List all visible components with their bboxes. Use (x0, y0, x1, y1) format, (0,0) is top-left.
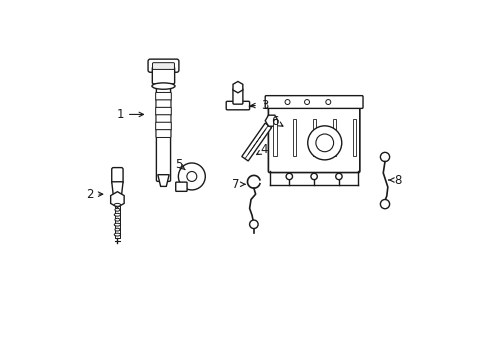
FancyBboxPatch shape (156, 107, 171, 115)
Circle shape (326, 100, 331, 104)
FancyBboxPatch shape (148, 59, 179, 72)
FancyBboxPatch shape (156, 122, 171, 130)
FancyBboxPatch shape (152, 67, 174, 84)
Ellipse shape (114, 213, 121, 216)
Ellipse shape (115, 208, 120, 211)
Circle shape (249, 220, 258, 229)
Polygon shape (233, 81, 243, 93)
FancyBboxPatch shape (233, 89, 243, 104)
FancyBboxPatch shape (152, 63, 174, 69)
Circle shape (187, 171, 197, 181)
Polygon shape (158, 175, 169, 186)
Circle shape (311, 173, 318, 180)
Text: 3: 3 (251, 99, 268, 112)
Text: 6: 6 (271, 115, 283, 128)
FancyBboxPatch shape (156, 85, 171, 181)
Polygon shape (111, 192, 124, 207)
FancyBboxPatch shape (112, 168, 123, 184)
Ellipse shape (115, 228, 120, 231)
Bar (313, 119, 317, 156)
Text: 8: 8 (389, 174, 402, 186)
FancyBboxPatch shape (226, 101, 249, 110)
Bar (353, 119, 356, 156)
Bar (333, 119, 336, 156)
Circle shape (178, 163, 205, 190)
Text: 1: 1 (117, 108, 144, 121)
Polygon shape (112, 182, 123, 194)
Circle shape (380, 199, 390, 209)
FancyBboxPatch shape (265, 96, 363, 108)
Circle shape (305, 100, 310, 104)
Ellipse shape (114, 233, 121, 236)
Bar (294, 119, 296, 156)
FancyBboxPatch shape (176, 182, 187, 192)
Text: 7: 7 (232, 178, 245, 191)
FancyBboxPatch shape (156, 115, 171, 123)
Ellipse shape (114, 223, 121, 226)
Polygon shape (242, 123, 271, 161)
FancyBboxPatch shape (156, 93, 171, 100)
Circle shape (316, 134, 334, 152)
Circle shape (286, 173, 293, 180)
FancyBboxPatch shape (156, 130, 171, 138)
Circle shape (336, 173, 342, 180)
Circle shape (380, 152, 390, 162)
Text: 2: 2 (86, 188, 103, 201)
Text: 5: 5 (174, 158, 185, 171)
FancyBboxPatch shape (269, 102, 360, 172)
Ellipse shape (114, 203, 121, 206)
FancyBboxPatch shape (156, 100, 171, 108)
Circle shape (285, 100, 290, 104)
Ellipse shape (152, 83, 175, 89)
Text: 4: 4 (257, 143, 268, 156)
Bar (273, 119, 276, 156)
Polygon shape (265, 115, 278, 126)
Circle shape (308, 126, 342, 160)
Ellipse shape (115, 218, 120, 221)
